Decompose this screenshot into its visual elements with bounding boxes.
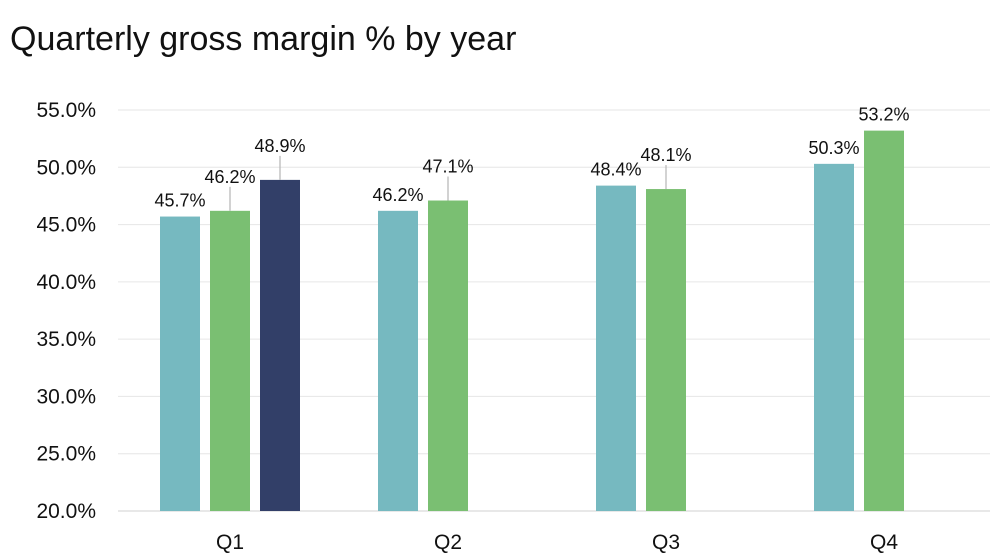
x-category-label: Q4 — [870, 531, 898, 554]
data-label: 48.4% — [590, 160, 641, 180]
x-category-label: Q1 — [216, 531, 244, 554]
data-label: 53.2% — [858, 105, 909, 125]
data-labels: 45.7% 46.2% 48.9% 46.2% 47.1% 48.4%48.1% 50.3%… — [154, 105, 909, 211]
y-tick-label: 35.0% — [36, 328, 96, 351]
data-label: 45.7% — [154, 191, 205, 211]
bar — [260, 179, 300, 512]
y-axis: 20.0% 25.0% 30.0% 35.0% 40.0% 45.0% 50.0% 55.0% — [36, 99, 96, 523]
y-tick-label: 30.0% — [36, 385, 96, 408]
x-axis: Q1 Q2 Q3 Q4 — [216, 531, 898, 554]
bar — [428, 200, 468, 512]
bar — [378, 210, 418, 511]
data-label: 46.2% — [372, 185, 423, 205]
y-tick-label: 45.0% — [36, 214, 96, 237]
bar — [864, 130, 904, 511]
data-label: 46.2% — [204, 167, 255, 187]
x-category-label: Q3 — [652, 531, 680, 554]
data-label: 48.9% — [254, 136, 305, 156]
bar — [814, 163, 854, 511]
bar — [210, 210, 250, 511]
bar — [160, 216, 200, 511]
bar — [596, 185, 636, 512]
y-tick-label: 50.0% — [36, 156, 96, 179]
data-label: 50.3% — [808, 138, 859, 158]
y-tick-label: 40.0% — [36, 271, 96, 294]
data-label: 47.1% — [422, 157, 473, 177]
leader-lines — [229, 155, 667, 211]
x-category-label: Q2 — [434, 531, 462, 554]
y-tick-label: 55.0% — [36, 99, 96, 122]
y-tick-label: 25.0% — [36, 443, 96, 466]
y-tick-label: 20.0% — [36, 500, 96, 523]
bar — [646, 189, 686, 511]
data-label: 48.1% — [640, 145, 691, 165]
bars — [160, 130, 904, 512]
chart-title: Quarterly gross margin % by year — [10, 20, 517, 58]
